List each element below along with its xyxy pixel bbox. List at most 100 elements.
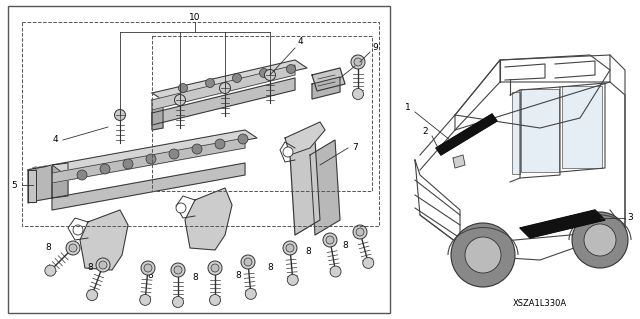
Text: 4: 4 (297, 38, 303, 47)
Text: 7: 7 (352, 144, 358, 152)
Circle shape (208, 261, 222, 275)
Circle shape (353, 88, 364, 100)
Text: XSZA1L330A: XSZA1L330A (513, 299, 567, 308)
Text: 8: 8 (192, 273, 198, 283)
Circle shape (259, 69, 269, 78)
Circle shape (353, 225, 367, 239)
Circle shape (465, 237, 501, 273)
Text: 8: 8 (305, 248, 311, 256)
Circle shape (351, 55, 365, 69)
Polygon shape (290, 140, 320, 235)
Circle shape (179, 84, 188, 93)
Circle shape (169, 149, 179, 159)
Circle shape (115, 109, 125, 121)
Polygon shape (52, 130, 257, 173)
Circle shape (363, 257, 374, 268)
Circle shape (584, 224, 616, 256)
Circle shape (66, 241, 80, 255)
Polygon shape (152, 98, 163, 130)
Polygon shape (152, 78, 295, 125)
Circle shape (144, 264, 152, 272)
Polygon shape (436, 114, 497, 155)
Text: 8: 8 (147, 271, 153, 279)
Circle shape (173, 296, 184, 308)
Bar (8, 6, 390, 313)
Polygon shape (520, 210, 605, 238)
Circle shape (69, 244, 77, 252)
Circle shape (283, 147, 293, 157)
Circle shape (175, 94, 186, 106)
Circle shape (287, 274, 298, 286)
Circle shape (77, 170, 87, 180)
Circle shape (326, 236, 334, 244)
Circle shape (171, 263, 185, 277)
Circle shape (176, 203, 186, 213)
Circle shape (286, 244, 294, 252)
Text: 8: 8 (235, 271, 241, 279)
Bar (521, 89, 559, 172)
Circle shape (123, 159, 133, 169)
Circle shape (211, 264, 219, 272)
Bar (22, 22, 379, 226)
Circle shape (73, 225, 83, 235)
Circle shape (100, 164, 110, 174)
Polygon shape (152, 60, 307, 100)
Polygon shape (152, 65, 295, 110)
Text: 6: 6 (352, 56, 358, 64)
Text: 2: 2 (422, 128, 428, 137)
Circle shape (354, 58, 362, 66)
Polygon shape (52, 163, 245, 210)
Circle shape (356, 228, 364, 236)
Polygon shape (28, 165, 52, 170)
Text: 10: 10 (189, 13, 201, 23)
Circle shape (192, 144, 202, 154)
Polygon shape (453, 155, 465, 168)
Text: 8: 8 (267, 263, 273, 272)
Circle shape (45, 265, 56, 276)
Polygon shape (52, 138, 245, 183)
Circle shape (238, 134, 248, 144)
Circle shape (215, 139, 225, 149)
Text: 8: 8 (342, 241, 348, 249)
Circle shape (244, 258, 252, 266)
Circle shape (86, 290, 97, 300)
Circle shape (209, 294, 221, 306)
Polygon shape (28, 170, 36, 202)
Bar (512, 92, 520, 174)
Circle shape (220, 83, 230, 93)
Circle shape (245, 288, 256, 299)
Polygon shape (312, 77, 340, 99)
Text: 9: 9 (372, 43, 378, 53)
Circle shape (141, 261, 155, 275)
Polygon shape (35, 165, 52, 201)
Circle shape (283, 241, 297, 255)
Polygon shape (312, 68, 345, 91)
Circle shape (241, 255, 255, 269)
Text: 3: 3 (627, 213, 633, 222)
Circle shape (96, 258, 110, 272)
Circle shape (323, 233, 337, 247)
Circle shape (232, 73, 241, 83)
Circle shape (330, 266, 341, 277)
Circle shape (451, 223, 515, 287)
Bar (152, 36, 372, 191)
Circle shape (205, 78, 214, 87)
Polygon shape (80, 210, 128, 270)
Circle shape (174, 266, 182, 274)
Polygon shape (310, 140, 340, 235)
Text: 4: 4 (52, 136, 58, 145)
Text: 5: 5 (11, 181, 17, 189)
Polygon shape (52, 163, 68, 198)
Circle shape (264, 70, 275, 80)
Circle shape (287, 64, 296, 73)
Circle shape (140, 294, 150, 305)
Polygon shape (28, 167, 36, 203)
Polygon shape (285, 122, 325, 155)
Text: 1: 1 (405, 103, 411, 113)
Bar (562, 86, 602, 168)
Circle shape (99, 261, 107, 269)
Polygon shape (185, 188, 232, 250)
Circle shape (146, 154, 156, 164)
Text: 8: 8 (45, 243, 51, 253)
Circle shape (572, 212, 628, 268)
